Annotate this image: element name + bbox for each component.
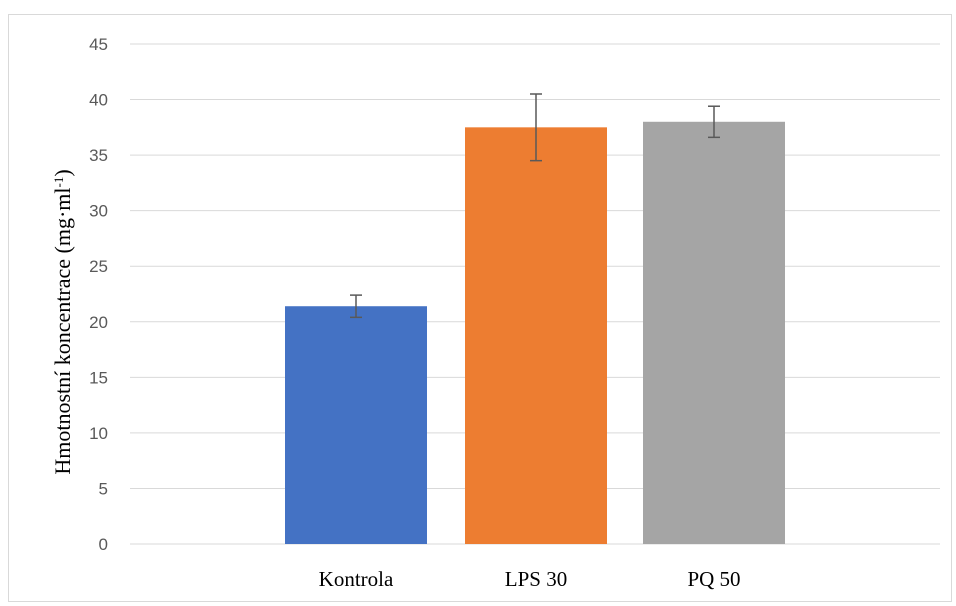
y-axis-title: Hmotnostní koncentrace (mg·ml-1) bbox=[50, 169, 75, 474]
y-tick-label: 25 bbox=[89, 257, 108, 276]
y-tick-label: 20 bbox=[89, 313, 108, 332]
bars bbox=[285, 121, 785, 545]
error-bars bbox=[350, 93, 720, 319]
y-tick-label: 40 bbox=[89, 91, 108, 110]
y-axis-title-superscript: -1 bbox=[51, 177, 66, 188]
y-tick-label: 0 bbox=[99, 535, 108, 554]
y-tick-label: 15 bbox=[89, 368, 108, 387]
category-labels: Kontrola LPS 30 PQ 50 bbox=[319, 567, 741, 591]
y-tick-label: 45 bbox=[89, 35, 108, 54]
y-tick-label: 30 bbox=[89, 202, 108, 221]
category-label: PQ 50 bbox=[687, 567, 740, 591]
bar-lps-30 bbox=[465, 127, 607, 544]
bar-pq-50 bbox=[643, 121, 785, 545]
gridlines bbox=[130, 43, 940, 545]
category-label: Kontrola bbox=[319, 567, 394, 591]
y-tick-label: 10 bbox=[89, 424, 108, 443]
bar-kontrola bbox=[285, 306, 427, 544]
y-tick-labels: 0 5 10 15 20 25 30 35 40 45 bbox=[89, 35, 108, 554]
y-axis-title-close: ) bbox=[50, 169, 75, 176]
y-tick-label: 5 bbox=[99, 479, 108, 498]
category-label: LPS 30 bbox=[505, 567, 567, 591]
y-tick-label: 35 bbox=[89, 146, 108, 165]
y-axis-title-main: Hmotnostní koncentrace (mg·ml bbox=[50, 188, 75, 475]
